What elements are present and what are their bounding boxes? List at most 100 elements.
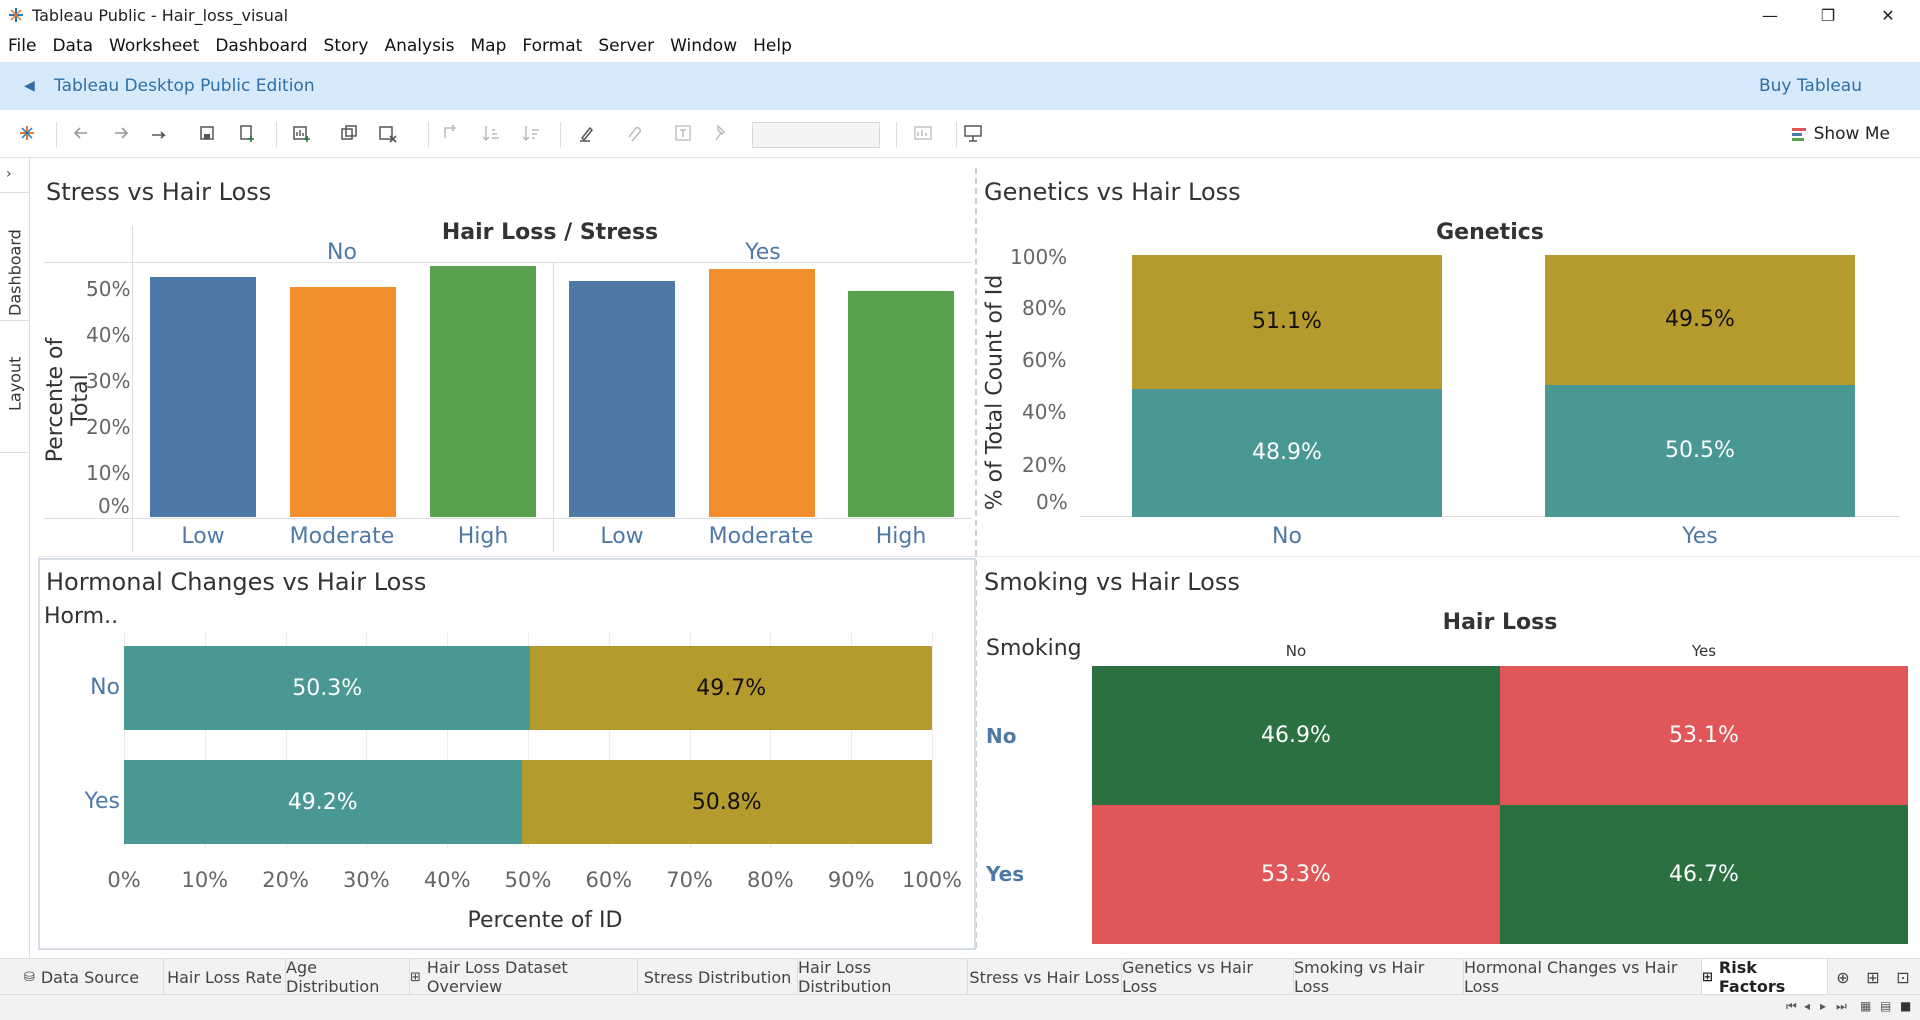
- stress-group-label-no: No: [327, 240, 357, 265]
- tab-view-icon[interactable]: ■: [1900, 999, 1912, 1013]
- next-sheet-icon[interactable]: ▸: [1820, 999, 1827, 1013]
- menu-server[interactable]: Server: [598, 36, 655, 56]
- stress-bar-yes-low[interactable]: [569, 280, 675, 517]
- fit-view-icon[interactable]: [912, 122, 934, 144]
- tab-smoking-vs-hair-loss[interactable]: Smoking vs Hair Loss: [1294, 958, 1464, 996]
- swap-rows-columns-icon[interactable]: [440, 122, 462, 144]
- fit-dropdown[interactable]: [752, 122, 880, 148]
- hormonal-gridline: [528, 632, 529, 848]
- genetics-label-yes-bottom: 50.5%: [1665, 438, 1735, 464]
- stress-bar-no-high[interactable]: [430, 265, 536, 517]
- presentation-mode-icon[interactable]: [962, 122, 984, 144]
- genetics-bar-yes-top[interactable]: [1545, 255, 1855, 385]
- hormonal-x-tick: 40%: [423, 868, 471, 892]
- menu-format[interactable]: Format: [522, 36, 583, 56]
- hormonal-bar-no-left[interactable]: [124, 646, 531, 730]
- menu-map[interactable]: Map: [470, 36, 507, 56]
- toolbar: [0, 110, 1920, 158]
- layout-pane-tab[interactable]: Layout: [5, 356, 25, 412]
- new-data-source-icon[interactable]: [236, 122, 258, 144]
- highlight-icon[interactable]: [576, 122, 598, 144]
- duplicate-sheet-icon[interactable]: [338, 122, 360, 144]
- expand-pane-icon[interactable]: ›: [6, 166, 12, 182]
- sort-descending-icon[interactable]: [520, 122, 542, 144]
- stress-bar-yes-moderate[interactable]: [709, 269, 815, 517]
- genetics-bar-yes-bottom[interactable]: [1545, 384, 1855, 517]
- genetics-bar-no-bottom[interactable]: [1132, 388, 1442, 517]
- show-me-icon: [1791, 128, 1806, 141]
- tab-label: Smoking vs Hair Loss: [1294, 958, 1425, 996]
- smoking-cell-no-yes[interactable]: 53.1%: [1500, 666, 1908, 805]
- tab-genetics-vs-hair-loss[interactable]: Genetics vs Hair Loss: [1122, 958, 1294, 996]
- clear-sheet-icon[interactable]: [376, 122, 398, 144]
- prev-sheet-icon[interactable]: ◂: [1804, 999, 1811, 1013]
- smoking-cell-yes-yes[interactable]: 46.7%: [1500, 805, 1908, 944]
- hormonal-gridline: [204, 632, 206, 848]
- menu-help[interactable]: Help: [753, 36, 792, 56]
- new-worksheet-tab-icon[interactable]: ⊕: [1836, 967, 1850, 987]
- tab-stress-distribution[interactable]: Stress Distribution: [638, 959, 798, 995]
- hormonal-gridline: [366, 632, 368, 848]
- tableau-home-icon[interactable]: [16, 122, 38, 144]
- replay-icon[interactable]: [148, 122, 170, 144]
- tab-label: Hair Loss Rate: [167, 967, 282, 987]
- sort-ascending-icon[interactable]: [480, 122, 502, 144]
- tab-hair-loss-rate[interactable]: Hair Loss Rate: [164, 959, 286, 995]
- buy-tableau-link[interactable]: Buy Tableau: [1758, 76, 1862, 96]
- new-story-tab-icon[interactable]: ⊡: [1896, 967, 1910, 987]
- grid-view-icon[interactable]: ▦: [1860, 999, 1872, 1013]
- tab-data-source[interactable]: ⛁ Data Source: [0, 959, 164, 995]
- stress-bar-no-moderate[interactable]: [290, 287, 396, 517]
- menu-file[interactable]: File: [8, 36, 37, 56]
- first-sheet-icon[interactable]: ⏮: [1786, 999, 1797, 1013]
- tab-stress-vs-hair-loss[interactable]: Stress vs Hair Loss: [968, 959, 1122, 995]
- filmstrip-view-icon[interactable]: ▤: [1880, 999, 1892, 1013]
- minimize-button[interactable]: —: [1762, 5, 1778, 25]
- hormonal-x-tick: 100%: [901, 868, 963, 892]
- menu-window[interactable]: Window: [670, 36, 738, 56]
- menu-dashboard[interactable]: Dashboard: [215, 36, 308, 56]
- tab-risk-factors[interactable]: ⊞ Risk Factors: [1702, 958, 1828, 996]
- restore-button[interactable]: ❐: [1820, 5, 1836, 25]
- new-dashboard-tab-icon[interactable]: ⊞: [1866, 967, 1880, 987]
- save-icon[interactable]: [196, 122, 218, 144]
- stress-chart-title: Stress vs Hair Loss: [46, 178, 272, 206]
- menu-data[interactable]: Data: [52, 36, 94, 56]
- smoking-cell-no-no[interactable]: 46.9%: [1092, 666, 1500, 805]
- menu-analysis[interactable]: Analysis: [384, 36, 455, 56]
- menu-story[interactable]: Story: [323, 36, 369, 56]
- new-worksheet-icon[interactable]: [290, 122, 312, 144]
- smoking-col-label: No: [1285, 642, 1307, 660]
- undo-icon[interactable]: [70, 122, 92, 144]
- hormonal-x-tick: 10%: [181, 868, 229, 892]
- tab-hair-loss-distribution[interactable]: Hair Loss Distribution: [798, 958, 968, 996]
- genetics-bar-no-top[interactable]: [1132, 255, 1442, 389]
- smoking-cell-yes-no[interactable]: 53.3%: [1092, 805, 1500, 944]
- hormonal-bar-yes-left[interactable]: [124, 760, 522, 844]
- tableau-logo-icon: [9, 8, 23, 22]
- stress-y-tick: 30%: [86, 369, 131, 393]
- menu-worksheet[interactable]: Worksheet: [109, 36, 200, 56]
- tab-label: Hair Loss Distribution: [798, 958, 892, 996]
- tab-label: Hormonal Changes vs Hair Loss: [1464, 958, 1678, 996]
- show-mark-labels-icon[interactable]: [672, 122, 694, 144]
- hormonal-bar-yes-right[interactable]: [521, 760, 932, 844]
- tab-age-distribution[interactable]: Age Distribution: [286, 958, 410, 996]
- hormonal-y-label: Yes: [84, 789, 120, 814]
- show-me-button[interactable]: Show Me: [1791, 122, 1890, 146]
- genetics-y-tick: 0%: [1036, 490, 1068, 514]
- fix-axes-icon[interactable]: [710, 122, 732, 144]
- stress-bar-no-low[interactable]: [150, 277, 256, 517]
- close-button[interactable]: ✕: [1881, 5, 1895, 25]
- genetics-y-tick: 40%: [1022, 400, 1067, 424]
- tab-hormonal-changes-vs-hair-loss[interactable]: Hormonal Changes vs Hair Loss: [1464, 958, 1702, 996]
- hormonal-bar-no-right[interactable]: [530, 646, 932, 730]
- tab-hair-loss-dataset-overview[interactable]: ⊞ Hair Loss Dataset Overview: [410, 958, 638, 996]
- last-sheet-icon[interactable]: ⏭: [1836, 999, 1847, 1013]
- group-members-icon[interactable]: [622, 122, 644, 144]
- stress-bar-yes-high[interactable]: [848, 291, 954, 517]
- hormonal-chart[interactable]: [38, 558, 976, 950]
- genetics-y-tick: 100%: [1010, 245, 1068, 269]
- tab-label: Stress vs Hair Loss: [969, 967, 1120, 987]
- redo-icon[interactable]: [110, 122, 132, 144]
